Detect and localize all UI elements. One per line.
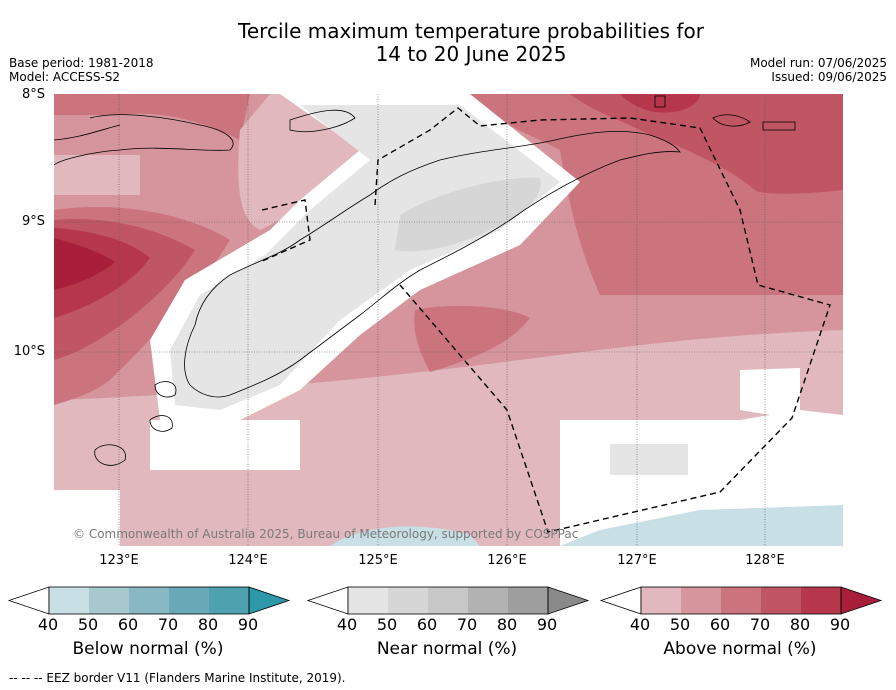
legend-near-swatch xyxy=(468,587,508,614)
flores-coast xyxy=(54,124,121,141)
legend-above-outline xyxy=(640,586,842,615)
near-normal-region xyxy=(170,105,560,410)
gridlines xyxy=(54,94,843,546)
legend-near: 40 50 60 70 80 90 Near normal (%) xyxy=(308,585,588,665)
eez-footnote: -- -- -- EEZ border V11 (Flanders Marine… xyxy=(9,671,346,685)
coastlines xyxy=(54,95,796,466)
legend-near-tick: 70 xyxy=(456,615,478,634)
meta-left: Base period: 1981-2018 Model: ACCESS-S2 xyxy=(9,56,154,84)
se-grey xyxy=(610,444,688,475)
legend-near-tick: 80 xyxy=(496,615,518,634)
legend-below-swatch xyxy=(49,587,89,614)
ne-region-70 xyxy=(570,94,843,194)
savu-coast xyxy=(94,444,126,466)
s-blue xyxy=(330,526,480,546)
lat-tick-8s: 8°S xyxy=(21,87,45,102)
legend-above-label: Above normal (%) xyxy=(663,639,817,659)
alor-coast xyxy=(54,114,234,166)
sw-white-2 xyxy=(150,420,300,470)
semau-coast xyxy=(154,381,177,398)
legend-near-swatch xyxy=(508,587,548,614)
legend-above-tick: 70 xyxy=(749,615,771,634)
west-light-patch xyxy=(54,155,140,195)
rote-coast xyxy=(149,415,173,432)
timor-coast xyxy=(184,131,681,398)
map-fills xyxy=(54,94,843,546)
legend-near-swatch xyxy=(348,587,388,614)
small-island-3 xyxy=(762,121,796,131)
legend-near-swatch xyxy=(428,587,468,614)
legend-above-swatch xyxy=(721,587,761,614)
legend-above: 40 50 60 70 80 90 Above normal (%) xyxy=(601,585,881,665)
legend-above-swatch xyxy=(641,587,681,614)
west-core-90 xyxy=(54,238,115,290)
legend-near-label: Near normal (%) xyxy=(376,639,518,659)
legend-above-swatch xyxy=(801,587,841,614)
small-island-1 xyxy=(654,95,666,108)
legend-below-label: Below normal (%) xyxy=(72,639,224,659)
lon-tick-124e: 124°E xyxy=(228,553,268,568)
legend-above-tick: 90 xyxy=(829,615,851,634)
legend-above-swatch xyxy=(761,587,801,614)
legend-near-swatch xyxy=(388,587,428,614)
nw-band-40 xyxy=(238,94,470,230)
lat-tick-10s: 10°S xyxy=(13,344,45,359)
legend-above-tick: 60 xyxy=(709,615,731,634)
legend-below-tick: 50 xyxy=(77,615,99,634)
small-island-2 xyxy=(712,114,751,127)
legend-below-swatch xyxy=(209,587,249,614)
legend-below-tick: 70 xyxy=(157,615,179,634)
legend-near-tick: 50 xyxy=(376,615,398,634)
legend-near-outline xyxy=(347,586,549,615)
lon-tick-123e: 123°E xyxy=(99,553,139,568)
legend-near-tick: 90 xyxy=(536,615,558,634)
legend-near-tick: 40 xyxy=(336,615,358,634)
lon-tick-127e: 127°E xyxy=(617,553,657,568)
issued-date: Issued: 09/06/2025 xyxy=(771,70,887,84)
copyright-notice: © Commonwealth of Australia 2025, Bureau… xyxy=(73,527,579,541)
near-normal-core xyxy=(395,177,541,252)
lat-tick-9s: 9°S xyxy=(21,214,45,229)
nw-band-60 xyxy=(54,94,250,140)
legend-below-swatch xyxy=(169,587,209,614)
meta-right: Model run: 07/06/2025 Issued: 09/06/2025 xyxy=(750,56,887,84)
legend-near-tick: 60 xyxy=(416,615,438,634)
legend-below-tick: 90 xyxy=(237,615,259,634)
base-period: Base period: 1981-2018 xyxy=(9,56,154,70)
map-title: Tercile maximum temperature probabilitie… xyxy=(0,20,896,66)
model-name: Model: ACCESS-S2 xyxy=(9,70,121,84)
legend-above-tick: 80 xyxy=(789,615,811,634)
lon-tick-126e: 126°E xyxy=(487,553,527,568)
ne-region-80 xyxy=(620,94,700,113)
legend-below-tick: 80 xyxy=(197,615,219,634)
sw-white xyxy=(54,490,120,546)
se-white-2 xyxy=(740,368,800,420)
legend-below-swatch xyxy=(129,587,169,614)
title-line-2: 14 to 20 June 2025 xyxy=(375,42,567,66)
legend-below-tick: 40 xyxy=(37,615,59,634)
legend-above-swatch xyxy=(681,587,721,614)
legend-below-swatch xyxy=(89,587,129,614)
lon-tick-128e: 128°E xyxy=(745,553,785,568)
legend-below-tick: 60 xyxy=(117,615,139,634)
legend-above-tick: 50 xyxy=(669,615,691,634)
eez-border xyxy=(259,107,831,533)
legend-below: 40 50 60 70 80 90 Below normal (%) xyxy=(9,585,289,665)
legend-below-outline xyxy=(48,586,250,615)
lon-tick-125e: 125°E xyxy=(358,553,398,568)
central-patch-60 xyxy=(414,305,530,372)
se-blue xyxy=(560,505,843,546)
wetar-coast xyxy=(289,109,356,133)
model-run: Model run: 07/06/2025 xyxy=(749,56,887,70)
legend-bars xyxy=(7,586,883,615)
legend-above-tick: 40 xyxy=(629,615,651,634)
title-line-1: Tercile maximum temperature probabilitie… xyxy=(238,19,704,43)
